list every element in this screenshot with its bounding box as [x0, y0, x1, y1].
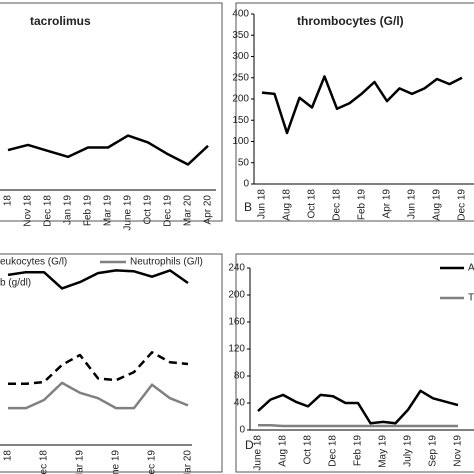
legend-label: eukocytes (G/l)	[0, 257, 67, 268]
panel-frame	[235, 253, 474, 473]
x-tick-label: July 19	[403, 435, 414, 467]
y-tick-label: 40	[234, 398, 246, 409]
x-tick-label: Nov 18	[23, 195, 34, 227]
series-line	[7, 269, 189, 290]
legend-label: A	[468, 263, 474, 274]
series-line	[8, 351, 189, 386]
y-tick-label: 200	[232, 94, 249, 105]
y-tick-label: 150	[232, 115, 249, 126]
x-tick-label: Nov 19	[453, 435, 464, 467]
y-tick-label: 0	[239, 425, 245, 436]
x-tick-label: Mar 20	[183, 195, 194, 227]
x-tick-label: June 19	[123, 195, 134, 231]
x-tick-label: Dec 19	[163, 195, 174, 227]
series-line	[261, 75, 463, 135]
x-tick-label: Mar 20	[183, 450, 194, 474]
panel-frame	[235, 2, 474, 222]
panel-title: tacrolimus	[30, 14, 91, 28]
legend-label: Neutrophils (G/l)	[130, 257, 203, 268]
y-tick-label: 120	[228, 344, 245, 355]
x-tick-label: Mar 19	[103, 195, 114, 227]
y-tick-label: 240	[228, 263, 245, 274]
x-tick-label: Jun 18	[257, 189, 268, 219]
y-tick-label: 100	[232, 136, 249, 147]
x-tick-label: Oct 18	[303, 435, 314, 465]
x-tick-label: May 19	[378, 435, 389, 468]
x-tick-label: Jan 19	[63, 195, 74, 225]
x-tick-label: Oct 19	[143, 195, 154, 225]
series-line	[257, 389, 459, 425]
y-tick-label: 50	[238, 157, 250, 168]
series-line	[8, 381, 189, 410]
x-tick-label: Aug 18	[282, 189, 293, 221]
x-tick-label: Dec 18	[332, 189, 343, 221]
x-tick-label: Feb 19	[353, 435, 364, 467]
x-tick-label: 18	[3, 450, 14, 462]
x-tick-label: Sep 19	[428, 435, 439, 467]
panel-title: thrombocytes (G/l)	[297, 14, 404, 28]
panel-letter: D	[245, 438, 254, 452]
x-tick-label: Feb 19	[357, 189, 368, 221]
series-line	[258, 424, 458, 428]
x-tick-label: Feb 19	[83, 195, 94, 227]
x-tick-label: June 18	[253, 435, 264, 471]
y-tick-label: 300	[232, 51, 249, 62]
y-tick-label: 200	[228, 290, 245, 301]
x-tick-label: Dec 18	[328, 435, 339, 467]
y-tick-label: 0	[243, 179, 249, 190]
y-tick-label: 250	[232, 72, 249, 83]
x-tick-label: June 19	[111, 450, 122, 474]
legend-label: b (g/dl)	[0, 278, 31, 289]
x-tick-label: Dec 19	[147, 450, 158, 474]
legend-label: T	[468, 293, 474, 304]
x-tick-label: 18	[3, 195, 14, 207]
series-line	[7, 134, 209, 166]
x-tick-label: Dec 18	[43, 195, 54, 227]
x-tick-label: Dec 18	[39, 450, 50, 474]
x-tick-label: Mar 19	[75, 450, 86, 474]
x-tick-label: Apr 19	[382, 189, 393, 219]
y-tick-label: 400	[232, 9, 249, 20]
panel-frame	[0, 253, 223, 473]
x-tick-label: Jun 19	[407, 189, 418, 219]
x-tick-label: Aug 19	[432, 189, 443, 221]
panel-frame	[0, 2, 223, 222]
y-tick-label: 160	[228, 317, 245, 328]
y-tick-label: 350	[232, 30, 249, 41]
x-tick-label: Aug 18	[278, 435, 289, 467]
y-tick-label: 80	[234, 371, 246, 382]
x-tick-label: Oct 18	[307, 189, 318, 219]
x-tick-label: Apr 20	[203, 195, 214, 225]
x-tick-label: Dec 19	[457, 189, 468, 221]
panel-letter: B	[244, 200, 252, 214]
